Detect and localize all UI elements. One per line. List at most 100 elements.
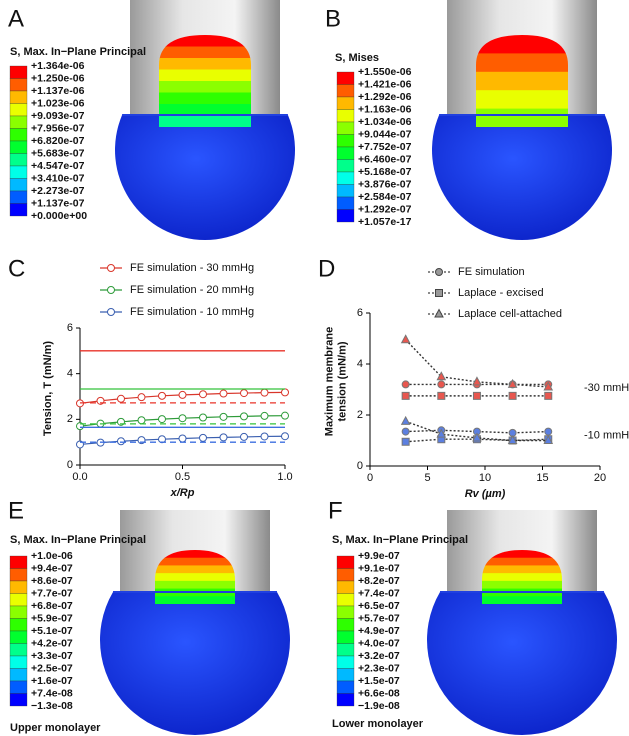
dome-band [159, 92, 251, 105]
colorbar-label: −1.3e-08 [31, 700, 73, 712]
sphere [432, 115, 612, 240]
colorbar-swatch [9, 203, 28, 217]
dome-band [159, 58, 251, 70]
colorbar-swatch [336, 196, 355, 210]
colorbar-swatch [9, 103, 28, 117]
colorbar-label: +7.4e-07 [358, 587, 400, 599]
marker [158, 415, 166, 424]
colorbar-label: +1.137e-06 [31, 85, 85, 97]
colorbar-label: +3.876e-07 [358, 178, 412, 190]
legend-label: Laplace - excised [458, 287, 544, 299]
colorbar-label: +1.250e-06 [31, 72, 85, 84]
marker [400, 415, 411, 425]
marker [260, 411, 269, 420]
y-tick-label: 0 [67, 459, 73, 471]
marker [437, 391, 446, 400]
marker [117, 437, 125, 446]
marker [117, 394, 125, 403]
colorbar-label: +5.9e-07 [31, 612, 73, 624]
marker [219, 389, 228, 398]
x-tick-label: 0 [367, 472, 373, 484]
marker [107, 264, 115, 272]
colorbar-label: +9.4e-07 [31, 562, 73, 574]
colorbar-swatch [336, 84, 355, 98]
annotation: -10 mmHg [584, 429, 629, 441]
colorbar-label: +2.3e-07 [358, 662, 400, 674]
y-axis-label: Tension, T (mN/m) [42, 341, 54, 436]
colorbar-swatch [9, 165, 28, 179]
marker [543, 381, 554, 391]
colorbar-label: +1.023e-06 [31, 97, 85, 109]
colorbar-label: +7.7e-07 [31, 587, 73, 599]
colorbar-label: +1.5e-07 [358, 675, 400, 687]
dome-band [482, 557, 562, 566]
marker [472, 376, 482, 386]
colorbar-swatch [9, 178, 28, 192]
colorbar-swatch [336, 134, 355, 148]
colorbar-swatch [336, 71, 355, 85]
legend-label: FE simulation [458, 266, 525, 278]
colorbar-swatch [336, 580, 355, 594]
colorbar-swatch [9, 65, 28, 79]
legend-title: S, Max. In−Plane Principal [10, 46, 146, 58]
marker [401, 427, 410, 436]
panel-letter: C [8, 255, 25, 282]
x-tick-label: 20 [594, 472, 606, 484]
colorbar-label: +6.5e-07 [358, 600, 400, 612]
colorbar-label: +1.364e-06 [31, 60, 85, 72]
colorbar-swatch [9, 555, 28, 569]
x-axis-label: Rv (µm) [465, 488, 506, 500]
marker [544, 427, 553, 436]
colorbar-swatch [336, 121, 355, 135]
colorbar-label: +5.683e-07 [31, 147, 85, 159]
marker [507, 434, 518, 444]
colorbar-label: +2.5e-07 [31, 662, 73, 674]
colorbar-label: +1.163e-06 [358, 103, 412, 115]
marker [281, 432, 289, 441]
legend-label: Laplace cell-attached [458, 308, 562, 320]
legend-title: S, Max. In−Plane Principal [10, 534, 146, 546]
marker [401, 437, 410, 446]
colorbar-swatch [9, 190, 28, 204]
marker [158, 391, 166, 400]
marker [437, 380, 446, 389]
annotation: -30 mmHg [584, 382, 629, 394]
colorbar-label: +1.0e-06 [31, 550, 73, 562]
legend-title: S, Max. In−Plane Principal [332, 534, 468, 546]
colorbar-label: +8.6e-07 [31, 575, 73, 587]
marker [178, 434, 187, 443]
legend-label: FE simulation - 10 mmHg [130, 306, 254, 318]
marker [400, 334, 411, 344]
x-tick-label: 0.0 [72, 471, 87, 483]
marker [178, 414, 187, 423]
dome-band [159, 46, 251, 59]
marker [544, 391, 553, 400]
y-axis-label: tension (mN/m) [336, 341, 348, 421]
colorbar-label: +1.034e-06 [358, 116, 412, 128]
marker [199, 433, 207, 442]
colorbar-swatch [336, 555, 355, 569]
colorbar-label: +1.137e-07 [31, 197, 85, 209]
colorbar-swatch [336, 605, 355, 619]
dome-band [159, 35, 251, 47]
colorbar-label: +2.273e-07 [31, 185, 85, 197]
colorbar-swatch [336, 655, 355, 669]
colorbar-label: +6.460e-07 [358, 153, 412, 165]
colorbar-swatch [9, 605, 28, 619]
dome-band [155, 580, 235, 590]
marker [281, 411, 289, 420]
marker [260, 388, 269, 397]
marker [137, 393, 146, 402]
dome [155, 550, 235, 604]
colorbar-swatch [336, 680, 355, 694]
colorbar-swatch [9, 90, 28, 104]
panel-letter: E [8, 497, 24, 524]
y-tick-label: 4 [357, 358, 363, 370]
dome-band [155, 565, 235, 574]
colorbar-label: +5.1e-07 [31, 625, 73, 637]
colorbar-swatch [336, 618, 355, 632]
colorbar-swatch [336, 568, 355, 582]
x-tick-label: 1.0 [277, 471, 292, 483]
x-tick-label: 15 [536, 472, 548, 484]
marker [281, 388, 289, 397]
